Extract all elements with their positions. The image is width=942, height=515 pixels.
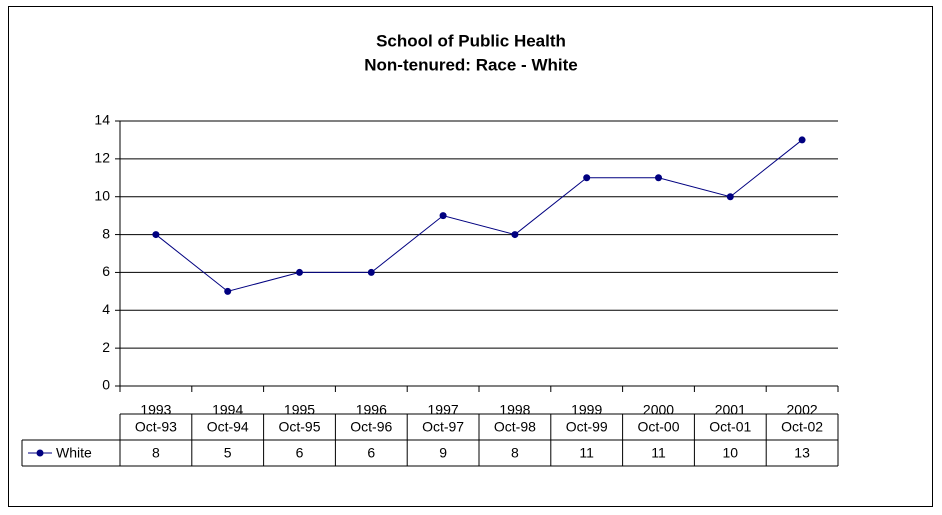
x-tick-label: 1998 <box>499 402 530 418</box>
chart-title: School of Public Health <box>376 31 566 50</box>
series-line <box>155 139 803 292</box>
marker <box>583 174 591 182</box>
marker <box>798 136 806 144</box>
marker <box>224 287 232 295</box>
table-value: 13 <box>794 445 810 461</box>
x-tick-label: 1993 <box>140 402 171 418</box>
table-header: Oct-96 <box>350 419 392 435</box>
y-tick-label: 0 <box>102 377 110 393</box>
table-header: Oct-01 <box>709 419 751 435</box>
table-header: Oct-98 <box>494 419 536 435</box>
table-value: 9 <box>439 445 447 461</box>
marker <box>655 174 662 182</box>
table-value: 5 <box>224 445 232 461</box>
x-tick-label: 1994 <box>212 402 243 418</box>
table-value: 11 <box>579 445 594 461</box>
legend-label: White <box>56 445 92 461</box>
table-value: 6 <box>367 445 375 461</box>
marker <box>439 212 447 220</box>
marker <box>152 231 160 239</box>
table-header: Oct-94 <box>207 419 249 435</box>
table-value: 10 <box>723 445 739 461</box>
table-header: Oct-93 <box>135 419 177 435</box>
x-tick-label: 1999 <box>571 402 602 418</box>
x-tick-label: 2000 <box>643 402 674 418</box>
marker <box>511 231 519 239</box>
table-header: Oct-99 <box>566 419 608 435</box>
x-tick-label: 2001 <box>715 402 746 418</box>
table-value: 8 <box>152 445 160 461</box>
marker <box>367 268 375 276</box>
y-tick-label: 12 <box>94 150 110 166</box>
table-value: 8 <box>511 445 519 461</box>
y-tick-label: 2 <box>102 339 110 355</box>
marker <box>726 193 734 201</box>
table-header: Oct-00 <box>637 419 679 435</box>
table-header: Oct-95 <box>278 419 320 435</box>
x-tick-label: 1995 <box>284 402 315 418</box>
y-tick-label: 14 <box>94 112 110 128</box>
chart-subtitle: Non-tenured: Race - White <box>364 55 577 74</box>
y-tick-label: 8 <box>102 225 110 241</box>
x-tick-label: 2002 <box>787 402 818 418</box>
y-tick-label: 6 <box>102 263 110 279</box>
table-header: Oct-02 <box>781 419 823 435</box>
x-tick-label: 1997 <box>428 402 459 418</box>
chart-border <box>8 6 933 507</box>
table-value: 11 <box>651 445 666 461</box>
y-tick-label: 4 <box>102 301 110 317</box>
table-value: 6 <box>296 445 304 461</box>
marker <box>296 268 303 276</box>
x-tick-label: 1996 <box>356 402 387 418</box>
table-header: Oct-97 <box>422 419 464 435</box>
legend-marker <box>36 449 44 457</box>
y-tick-label: 10 <box>94 187 110 203</box>
